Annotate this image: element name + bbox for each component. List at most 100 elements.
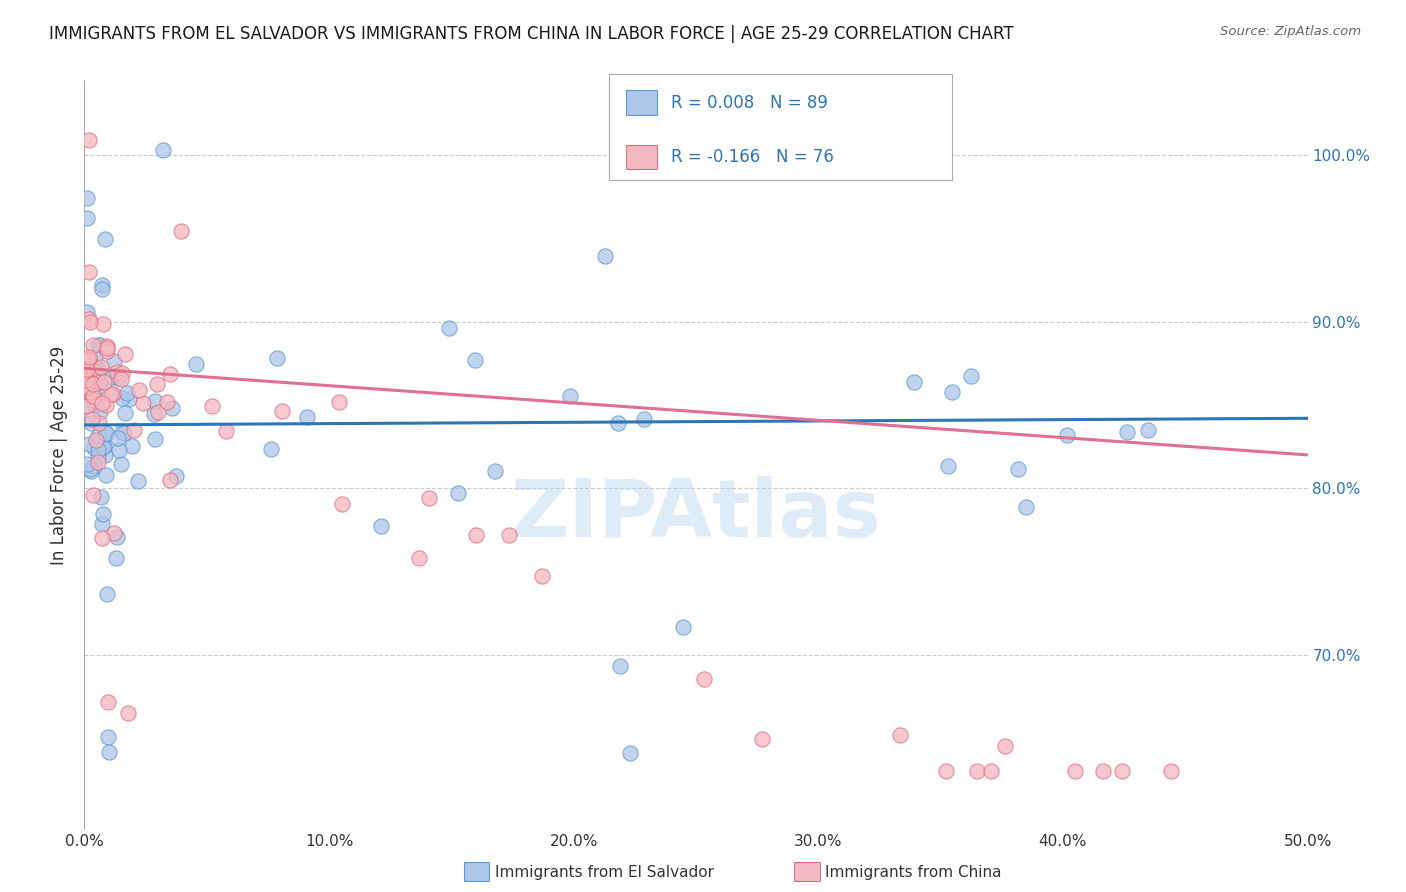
Point (121, 439, 143, 453)
Point (439, 320, 461, 334)
Point (89, 405, 111, 419)
Point (87, 417, 110, 431)
Point (76, 457, 98, 471)
Point (79, 385, 101, 400)
Point (77, 369, 100, 384)
Point (76, 365, 98, 379)
Point (87, 455, 110, 469)
Point (86, 361, 108, 376)
Text: R = -0.166   N = 76: R = -0.166 N = 76 (671, 148, 834, 166)
Point (96, 587, 118, 601)
Point (1056, 427, 1078, 442)
Point (980, 764, 1002, 779)
Point (90, 434, 112, 448)
Point (132, 395, 155, 409)
Point (101, 387, 124, 401)
Y-axis label: In Labor Force | Age 25-29: In Labor Force | Age 25-29 (51, 345, 69, 565)
Point (76, 399, 98, 413)
Point (76, 352, 98, 367)
Point (609, 659, 631, 673)
Point (866, 145, 889, 159)
Point (165, 469, 187, 483)
Point (606, 416, 628, 430)
Point (170, 224, 193, 238)
Point (77, 373, 100, 387)
Point (93, 376, 115, 390)
Point (122, 424, 145, 438)
Point (328, 394, 350, 409)
Point (114, 347, 136, 361)
Point (751, 731, 773, 746)
Point (156, 395, 179, 409)
Point (94, 449, 117, 463)
Text: IMMIGRANTS FROM EL SALVADOR VS IMMIGRANTS FROM CHINA IN LABOR FORCE | AGE 25-29 : IMMIGRANTS FROM EL SALVADOR VS IMMIGRANT… (49, 25, 1014, 43)
Point (90, 490, 112, 504)
Text: Immigrants from El Salvador: Immigrants from El Salvador (495, 865, 714, 880)
Point (82, 389, 104, 403)
Point (593, 249, 616, 263)
Point (270, 403, 292, 417)
Point (110, 372, 132, 386)
Point (1116, 425, 1139, 439)
Point (79, 312, 101, 326)
Point (186, 357, 208, 371)
Point (260, 442, 283, 457)
Point (98, 745, 121, 759)
Point (498, 528, 520, 542)
Point (159, 473, 181, 487)
Point (91, 531, 114, 545)
Point (117, 706, 139, 720)
Point (76, 211, 98, 225)
Point (103, 526, 125, 541)
Point (94, 427, 117, 442)
Point (83, 441, 105, 455)
Point (108, 443, 131, 458)
Point (1063, 764, 1085, 779)
Point (82, 338, 104, 352)
Point (87, 450, 110, 465)
Point (84, 433, 107, 447)
Point (146, 377, 169, 392)
Point (96, 425, 118, 440)
Point (418, 491, 440, 505)
Point (143, 393, 166, 408)
Point (89, 379, 111, 393)
Point (266, 351, 288, 366)
Point (82, 488, 104, 502)
Point (91, 283, 114, 297)
Point (96, 695, 118, 709)
Point (966, 764, 988, 779)
Point (77, 265, 100, 279)
Point (127, 475, 149, 489)
Point (112, 426, 135, 441)
Point (79, 350, 101, 364)
Point (111, 367, 134, 381)
Point (1092, 764, 1115, 779)
Point (79, 462, 101, 476)
Point (84, 394, 107, 409)
Point (104, 551, 127, 566)
Point (76, 375, 98, 389)
Point (91, 318, 114, 332)
Point (80, 464, 103, 478)
Point (94, 468, 117, 483)
Point (201, 400, 224, 414)
Point (82, 362, 104, 376)
Point (215, 424, 238, 438)
Point (79, 315, 101, 329)
Point (558, 389, 581, 403)
Point (619, 746, 641, 760)
Point (100, 369, 122, 384)
Point (1111, 764, 1133, 779)
Point (100, 370, 122, 384)
Text: Source: ZipAtlas.com: Source: ZipAtlas.com (1220, 25, 1361, 38)
Point (93, 232, 115, 246)
Point (76, 380, 98, 394)
Point (531, 569, 554, 583)
Point (93, 440, 115, 454)
Point (91, 517, 114, 532)
Point (142, 407, 165, 421)
Point (935, 764, 957, 779)
Point (111, 425, 134, 439)
Point (960, 368, 983, 383)
